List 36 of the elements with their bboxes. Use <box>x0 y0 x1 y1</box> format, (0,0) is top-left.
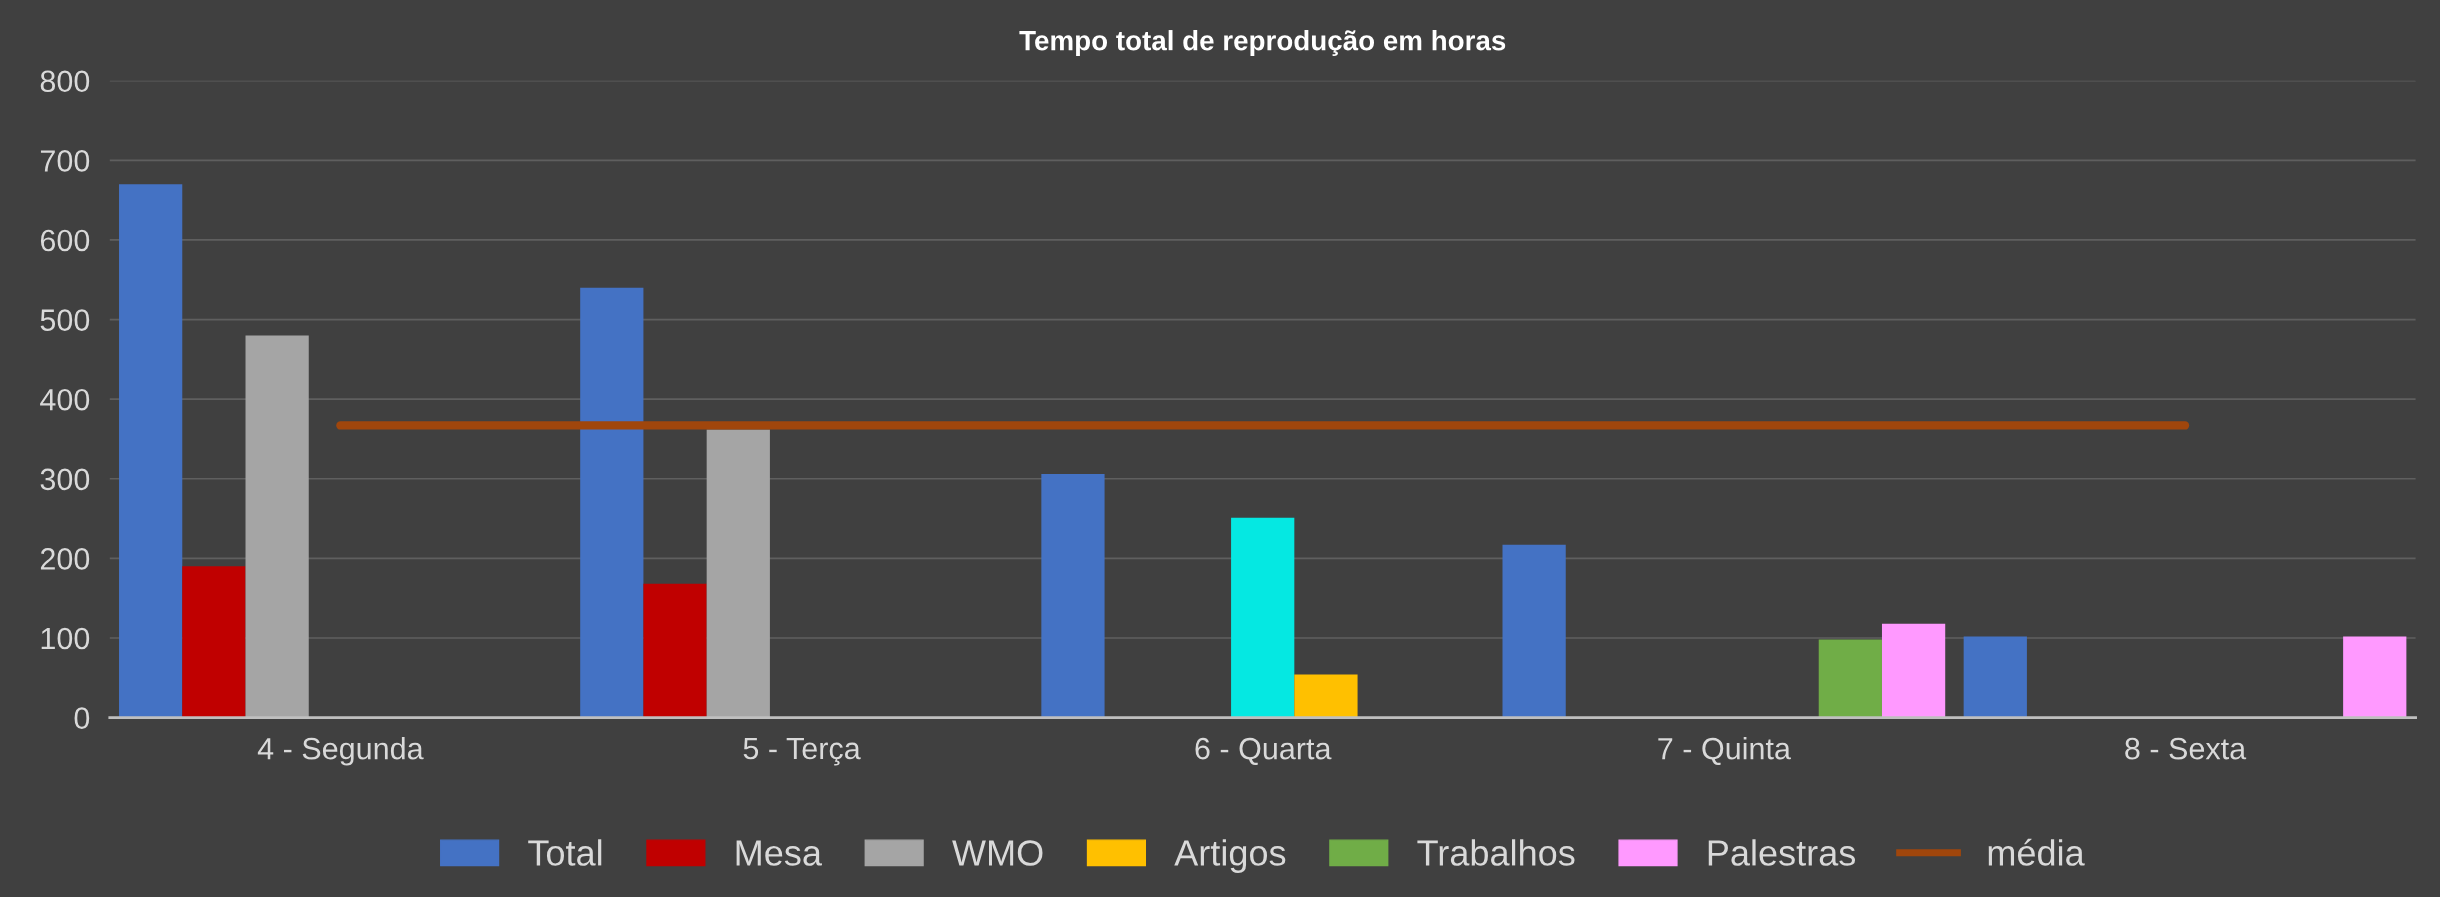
y-tick-label: 300 <box>40 468 90 491</box>
bar <box>580 287 644 718</box>
legend-label: Mesa <box>736 840 822 866</box>
bar <box>706 429 770 718</box>
legend-label: média <box>1988 838 2085 866</box>
legend-label: Artigos <box>1174 839 1286 873</box>
bar <box>182 566 246 718</box>
y-tick-label: 700 <box>40 150 90 172</box>
legend-label: WMO <box>952 840 1043 866</box>
x-tick-label: 5 - Terça <box>743 738 861 766</box>
legend-label: Total <box>528 839 602 866</box>
bar <box>643 583 707 718</box>
bar <box>1231 517 1295 718</box>
x-tick-label: 6 - Quarta <box>1195 737 1332 765</box>
y-tick-label: 200 <box>40 548 90 570</box>
x-tick-label: 7 - Quinta <box>1658 737 1791 765</box>
y-tick-label: 0 <box>74 707 90 729</box>
x-tick-label: 8 - Sexta <box>2125 737 2247 760</box>
bar <box>1818 639 1882 718</box>
bar <box>245 335 309 718</box>
bar <box>1041 474 1105 718</box>
x-tick-label: 4 - Segunda <box>257 737 424 766</box>
y-tick-label: 100 <box>41 627 90 650</box>
bar <box>1502 544 1566 718</box>
bar <box>1881 623 1946 718</box>
bar <box>2343 636 2407 718</box>
legend-label: Palestras <box>1708 839 1856 866</box>
legend-label: Trabalhos <box>1417 839 1575 866</box>
bar <box>119 184 183 718</box>
bar <box>1963 636 2027 718</box>
y-tick-label: 800 <box>40 70 90 93</box>
chart-title: Tempo total de reprodução em horas <box>1019 30 1506 56</box>
y-tick-label: 500 <box>40 309 90 331</box>
bar <box>1294 674 1358 718</box>
y-tick-label: 600 <box>40 229 90 252</box>
y-tick-label: 400 <box>40 388 90 411</box>
